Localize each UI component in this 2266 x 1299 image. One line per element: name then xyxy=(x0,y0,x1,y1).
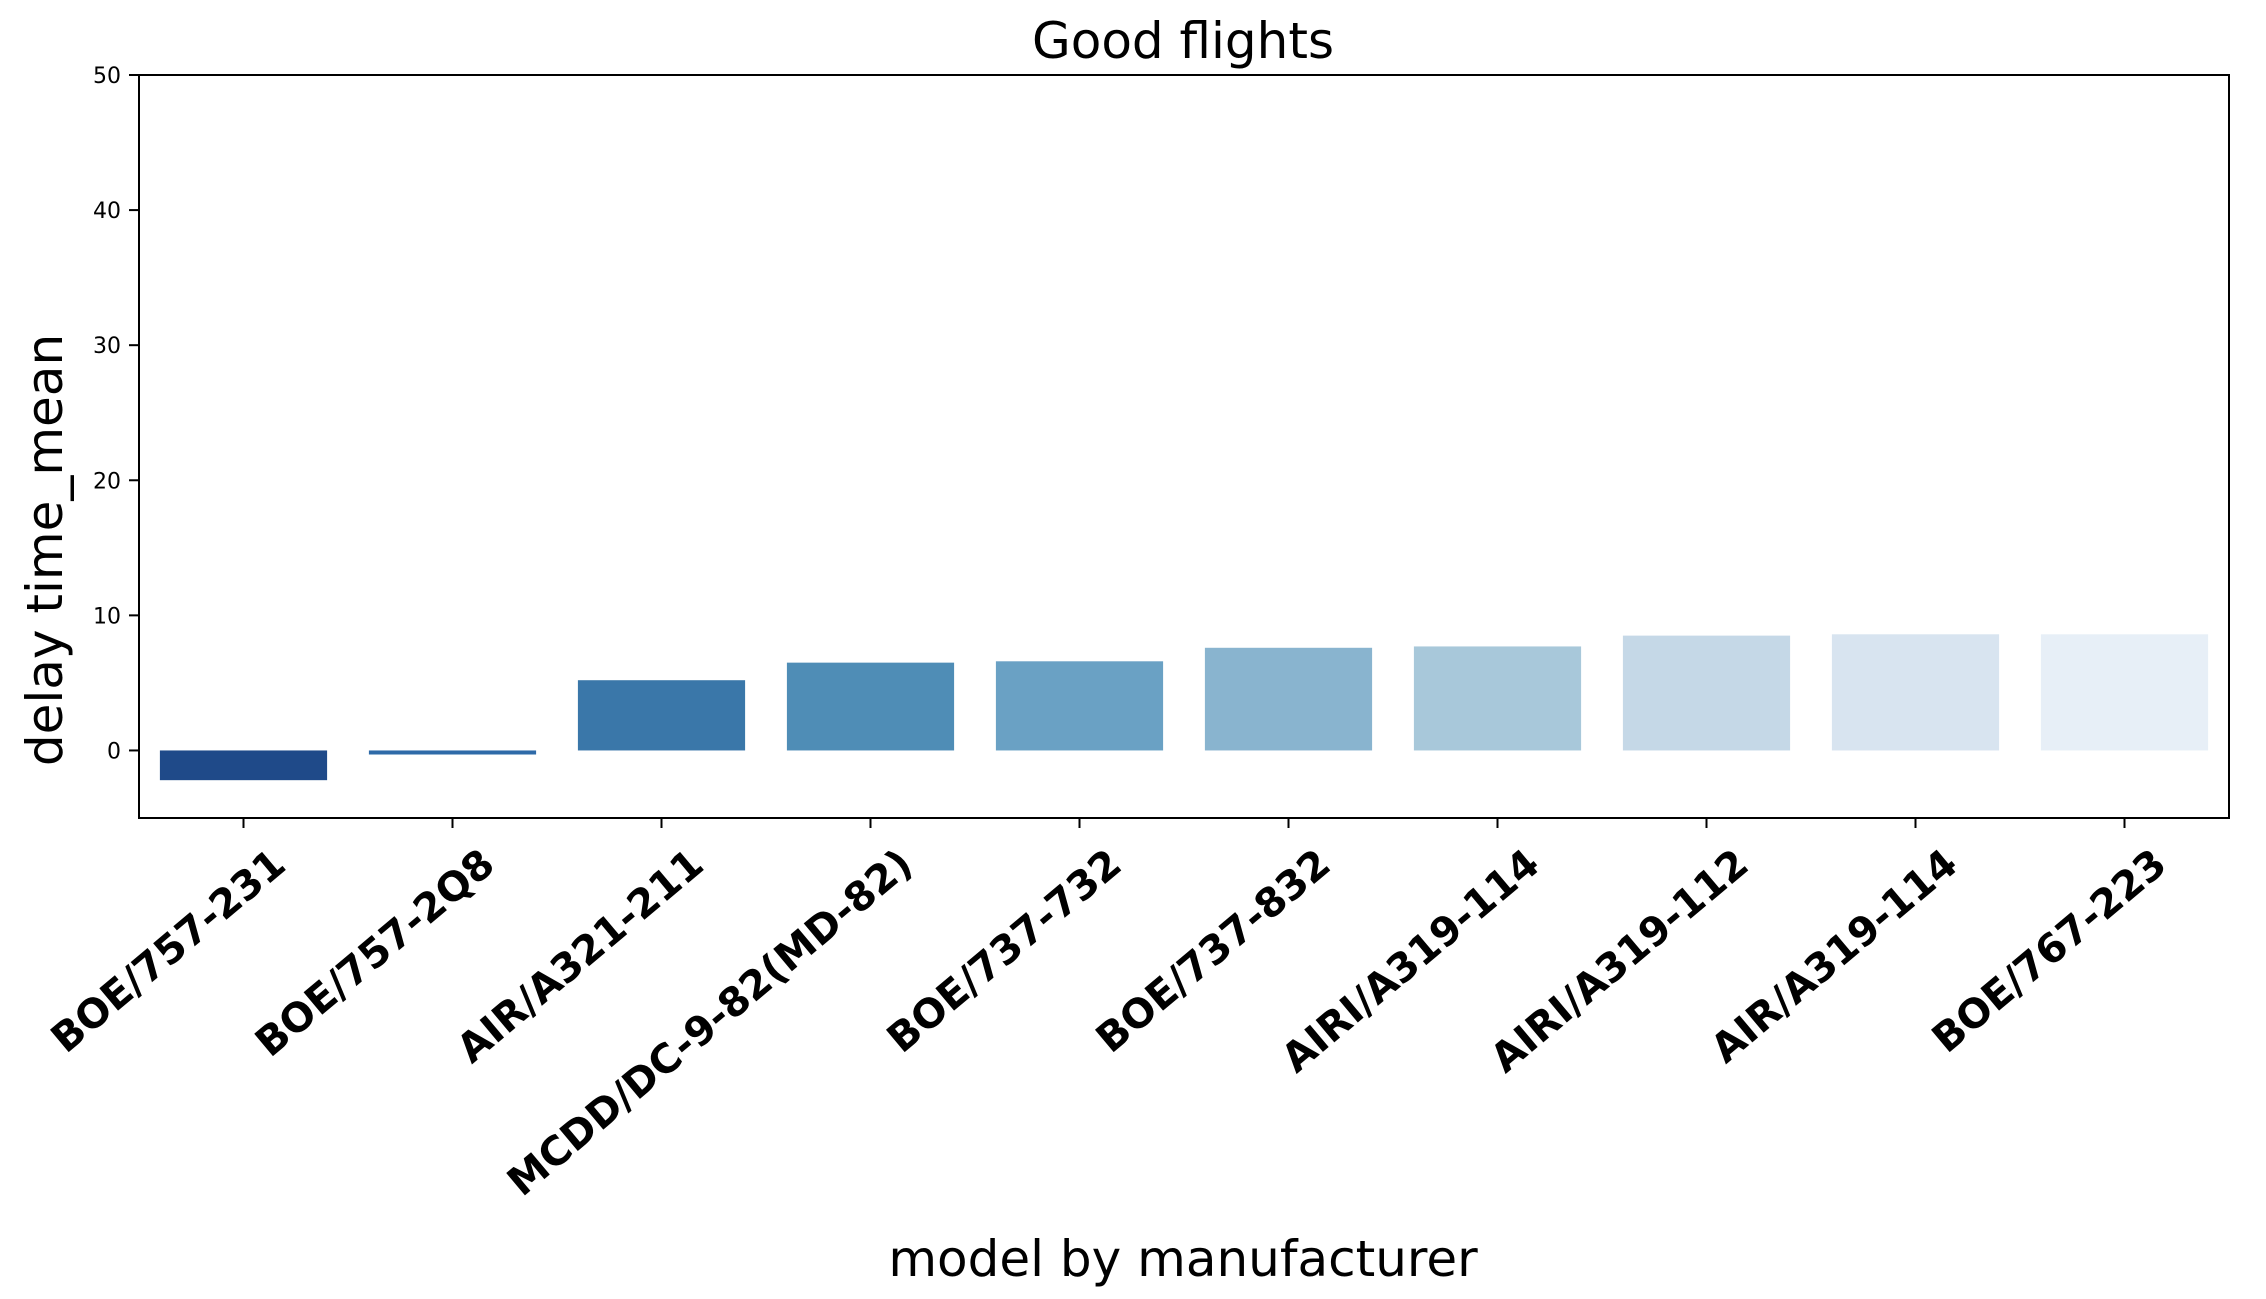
y-axis-label: delay time_mean xyxy=(16,334,74,766)
bar xyxy=(995,661,1164,751)
y-tick-label: 0 xyxy=(107,739,121,764)
bar xyxy=(368,750,537,755)
bar xyxy=(1204,647,1373,751)
y-tick-label: 20 xyxy=(93,469,121,494)
y-tick-label: 40 xyxy=(93,199,121,224)
bar xyxy=(577,680,746,751)
bars xyxy=(159,634,2209,781)
bar xyxy=(2040,634,2209,751)
bar xyxy=(1622,635,1791,751)
bar xyxy=(159,750,328,781)
chart-title: Good flights xyxy=(1032,12,1334,70)
bar xyxy=(786,662,955,751)
y-tick-label: 10 xyxy=(93,604,121,629)
plot-frame xyxy=(138,74,2230,819)
y-axis: 0 10 20 30 40 50 xyxy=(93,64,139,764)
y-tick-label: 50 xyxy=(93,64,121,89)
x-axis-label: model by manufacturer xyxy=(888,1230,1478,1288)
y-tick-label: 30 xyxy=(93,334,121,359)
bar xyxy=(1831,634,2000,751)
x-tick-label: MCDD/DC-9-82(MD-82) xyxy=(499,840,922,1205)
bar xyxy=(1413,646,1582,751)
x-axis: BOE/757-231BOE/757-2Q8AIR/A321-211MCDD/D… xyxy=(43,818,2175,1205)
